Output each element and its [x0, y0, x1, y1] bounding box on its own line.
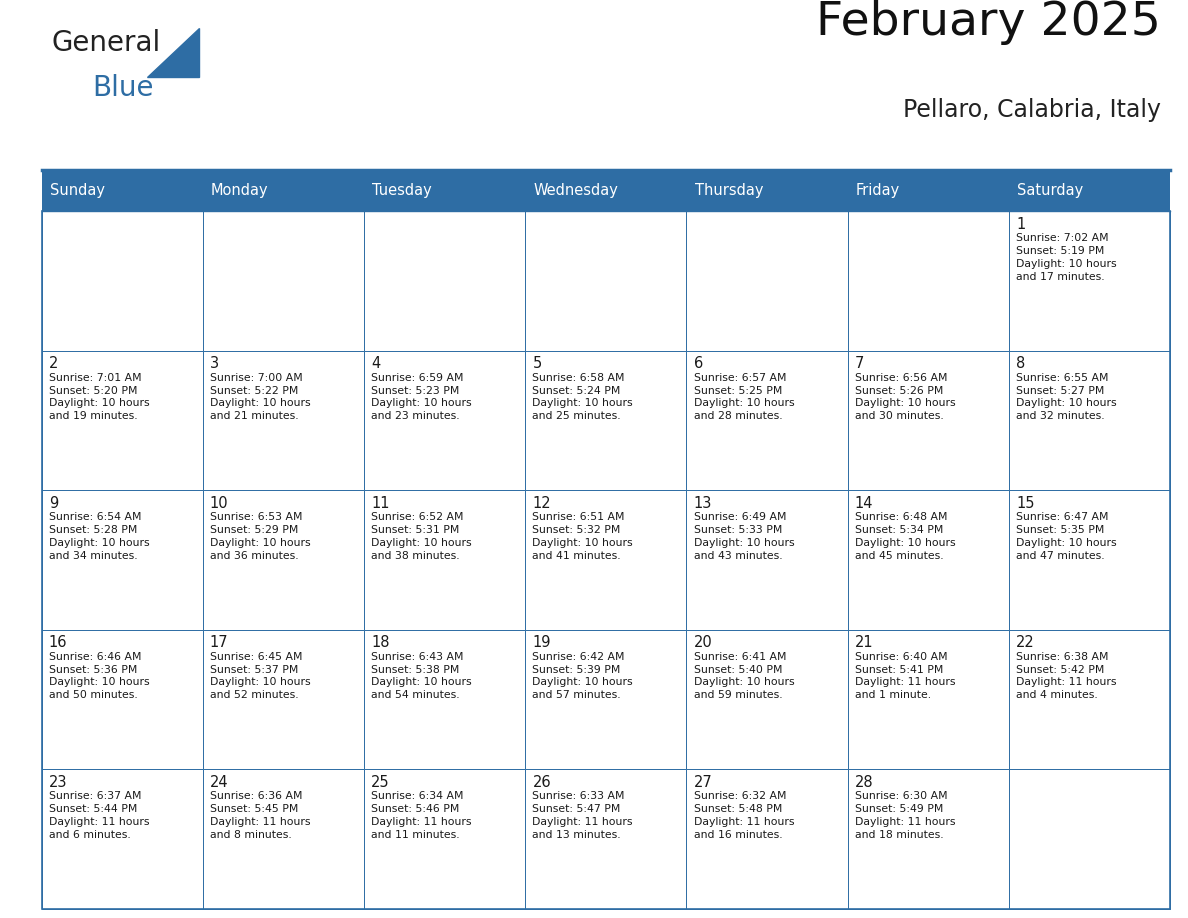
Text: Friday: Friday — [857, 183, 901, 198]
Text: 18: 18 — [371, 635, 390, 650]
Text: 22: 22 — [1016, 635, 1035, 650]
Text: Sunrise: 6:43 AM
Sunset: 5:38 PM
Daylight: 10 hours
and 54 minutes.: Sunrise: 6:43 AM Sunset: 5:38 PM Dayligh… — [371, 652, 472, 700]
Text: Sunrise: 6:32 AM
Sunset: 5:48 PM
Daylight: 11 hours
and 16 minutes.: Sunrise: 6:32 AM Sunset: 5:48 PM Dayligh… — [694, 791, 794, 840]
Text: 24: 24 — [210, 775, 228, 789]
Text: Sunrise: 7:00 AM
Sunset: 5:22 PM
Daylight: 10 hours
and 21 minutes.: Sunrise: 7:00 AM Sunset: 5:22 PM Dayligh… — [210, 373, 310, 421]
Text: Sunrise: 6:38 AM
Sunset: 5:42 PM
Daylight: 11 hours
and 4 minutes.: Sunrise: 6:38 AM Sunset: 5:42 PM Dayligh… — [1016, 652, 1117, 700]
Text: 23: 23 — [49, 775, 68, 789]
Text: Sunrise: 6:37 AM
Sunset: 5:44 PM
Daylight: 11 hours
and 6 minutes.: Sunrise: 6:37 AM Sunset: 5:44 PM Dayligh… — [49, 791, 150, 840]
Text: 14: 14 — [855, 496, 873, 510]
Text: Sunrise: 6:40 AM
Sunset: 5:41 PM
Daylight: 11 hours
and 1 minute.: Sunrise: 6:40 AM Sunset: 5:41 PM Dayligh… — [855, 652, 955, 700]
Text: 21: 21 — [855, 635, 873, 650]
Text: February 2025: February 2025 — [816, 0, 1161, 44]
Text: 2: 2 — [49, 356, 58, 371]
Text: Sunrise: 6:34 AM
Sunset: 5:46 PM
Daylight: 11 hours
and 11 minutes.: Sunrise: 6:34 AM Sunset: 5:46 PM Dayligh… — [371, 791, 472, 840]
Text: Sunrise: 6:48 AM
Sunset: 5:34 PM
Daylight: 10 hours
and 45 minutes.: Sunrise: 6:48 AM Sunset: 5:34 PM Dayligh… — [855, 512, 955, 561]
Text: Sunrise: 6:41 AM
Sunset: 5:40 PM
Daylight: 10 hours
and 59 minutes.: Sunrise: 6:41 AM Sunset: 5:40 PM Dayligh… — [694, 652, 795, 700]
Text: Sunrise: 6:52 AM
Sunset: 5:31 PM
Daylight: 10 hours
and 38 minutes.: Sunrise: 6:52 AM Sunset: 5:31 PM Dayligh… — [371, 512, 472, 561]
Text: Wednesday: Wednesday — [533, 183, 619, 198]
Text: 11: 11 — [371, 496, 390, 510]
Text: Sunrise: 6:36 AM
Sunset: 5:45 PM
Daylight: 11 hours
and 8 minutes.: Sunrise: 6:36 AM Sunset: 5:45 PM Dayligh… — [210, 791, 310, 840]
Polygon shape — [146, 28, 200, 76]
Text: Sunrise: 6:42 AM
Sunset: 5:39 PM
Daylight: 10 hours
and 57 minutes.: Sunrise: 6:42 AM Sunset: 5:39 PM Dayligh… — [532, 652, 633, 700]
Text: Monday: Monday — [211, 183, 268, 198]
Text: Sunrise: 6:59 AM
Sunset: 5:23 PM
Daylight: 10 hours
and 23 minutes.: Sunrise: 6:59 AM Sunset: 5:23 PM Dayligh… — [371, 373, 472, 421]
Text: 28: 28 — [855, 775, 873, 789]
Text: Sunrise: 6:47 AM
Sunset: 5:35 PM
Daylight: 10 hours
and 47 minutes.: Sunrise: 6:47 AM Sunset: 5:35 PM Dayligh… — [1016, 512, 1117, 561]
Text: 17: 17 — [210, 635, 228, 650]
Text: Sunrise: 7:02 AM
Sunset: 5:19 PM
Daylight: 10 hours
and 17 minutes.: Sunrise: 7:02 AM Sunset: 5:19 PM Dayligh… — [1016, 233, 1117, 282]
Text: 25: 25 — [371, 775, 390, 789]
Text: Sunrise: 6:53 AM
Sunset: 5:29 PM
Daylight: 10 hours
and 36 minutes.: Sunrise: 6:53 AM Sunset: 5:29 PM Dayligh… — [210, 512, 310, 561]
Text: Sunrise: 7:01 AM
Sunset: 5:20 PM
Daylight: 10 hours
and 19 minutes.: Sunrise: 7:01 AM Sunset: 5:20 PM Dayligh… — [49, 373, 150, 421]
Text: 20: 20 — [694, 635, 713, 650]
Text: 13: 13 — [694, 496, 712, 510]
Text: 4: 4 — [371, 356, 380, 371]
Text: 9: 9 — [49, 496, 58, 510]
Text: 12: 12 — [532, 496, 551, 510]
Text: Sunrise: 6:56 AM
Sunset: 5:26 PM
Daylight: 10 hours
and 30 minutes.: Sunrise: 6:56 AM Sunset: 5:26 PM Dayligh… — [855, 373, 955, 421]
Text: Tuesday: Tuesday — [372, 183, 432, 198]
Text: 27: 27 — [694, 775, 713, 789]
Text: Sunday: Sunday — [50, 183, 105, 198]
Text: Thursday: Thursday — [695, 183, 764, 198]
Text: Sunrise: 6:54 AM
Sunset: 5:28 PM
Daylight: 10 hours
and 34 minutes.: Sunrise: 6:54 AM Sunset: 5:28 PM Dayligh… — [49, 512, 150, 561]
Text: Sunrise: 6:51 AM
Sunset: 5:32 PM
Daylight: 10 hours
and 41 minutes.: Sunrise: 6:51 AM Sunset: 5:32 PM Dayligh… — [532, 512, 633, 561]
Text: 16: 16 — [49, 635, 68, 650]
Text: 10: 10 — [210, 496, 228, 510]
Text: Sunrise: 6:49 AM
Sunset: 5:33 PM
Daylight: 10 hours
and 43 minutes.: Sunrise: 6:49 AM Sunset: 5:33 PM Dayligh… — [694, 512, 795, 561]
Text: Sunrise: 6:58 AM
Sunset: 5:24 PM
Daylight: 10 hours
and 25 minutes.: Sunrise: 6:58 AM Sunset: 5:24 PM Dayligh… — [532, 373, 633, 421]
Text: 6: 6 — [694, 356, 703, 371]
Text: 3: 3 — [210, 356, 219, 371]
Text: Sunrise: 6:45 AM
Sunset: 5:37 PM
Daylight: 10 hours
and 52 minutes.: Sunrise: 6:45 AM Sunset: 5:37 PM Dayligh… — [210, 652, 310, 700]
Text: Blue: Blue — [93, 74, 153, 103]
Text: Sunrise: 6:46 AM
Sunset: 5:36 PM
Daylight: 10 hours
and 50 minutes.: Sunrise: 6:46 AM Sunset: 5:36 PM Dayligh… — [49, 652, 150, 700]
Text: 1: 1 — [1016, 217, 1025, 231]
Text: Pellaro, Calabria, Italy: Pellaro, Calabria, Italy — [903, 97, 1161, 121]
Text: 15: 15 — [1016, 496, 1035, 510]
Text: General: General — [52, 29, 160, 57]
Text: 8: 8 — [1016, 356, 1025, 371]
Text: Sunrise: 6:33 AM
Sunset: 5:47 PM
Daylight: 11 hours
and 13 minutes.: Sunrise: 6:33 AM Sunset: 5:47 PM Dayligh… — [532, 791, 633, 840]
Text: 7: 7 — [855, 356, 864, 371]
Text: Sunrise: 6:57 AM
Sunset: 5:25 PM
Daylight: 10 hours
and 28 minutes.: Sunrise: 6:57 AM Sunset: 5:25 PM Dayligh… — [694, 373, 795, 421]
Text: Sunrise: 6:55 AM
Sunset: 5:27 PM
Daylight: 10 hours
and 32 minutes.: Sunrise: 6:55 AM Sunset: 5:27 PM Dayligh… — [1016, 373, 1117, 421]
Text: 26: 26 — [532, 775, 551, 789]
Text: 19: 19 — [532, 635, 551, 650]
Text: Saturday: Saturday — [1017, 183, 1083, 198]
Text: Sunrise: 6:30 AM
Sunset: 5:49 PM
Daylight: 11 hours
and 18 minutes.: Sunrise: 6:30 AM Sunset: 5:49 PM Dayligh… — [855, 791, 955, 840]
Text: 5: 5 — [532, 356, 542, 371]
